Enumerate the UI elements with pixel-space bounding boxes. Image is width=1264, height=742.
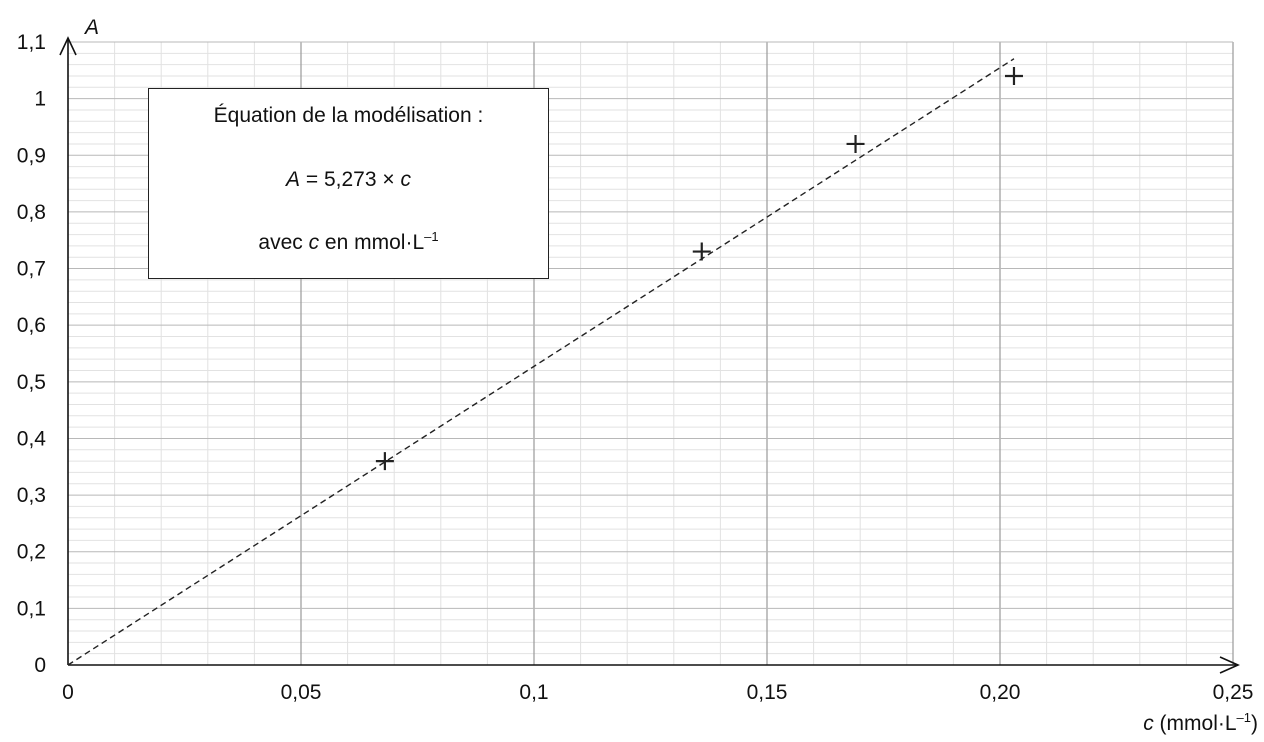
data-points <box>375 66 1023 471</box>
x-axis-label: c (mmol·L–1) <box>1143 710 1258 735</box>
x-tick-label: 0,20 <box>980 681 1021 704</box>
x-axis-label-unit: (mmol·L <box>1160 712 1237 735</box>
x-axis-label-close: ) <box>1251 712 1258 735</box>
fit-line <box>67 58 1015 666</box>
equation-title: Équation de la modélisation : <box>213 104 484 127</box>
fit-line-group <box>67 58 1015 666</box>
y-tick-label: 0,1 <box>17 597 46 620</box>
y-tick-label: 0,2 <box>17 541 46 564</box>
y-axis-arrowhead <box>59 36 77 56</box>
y-axis-label: A <box>83 16 99 39</box>
equation-box: Équation de la modélisation : A = 5,273 … <box>148 88 549 279</box>
axes <box>59 36 1240 674</box>
x-axis-arrowhead <box>1219 656 1240 674</box>
x-axis-label-exp: –1 <box>1237 710 1251 725</box>
x-tick-label: 0,1 <box>519 681 548 704</box>
y-tick-label: 0,9 <box>17 144 46 167</box>
equation-var-c: c <box>400 168 411 191</box>
data-point-marker <box>692 242 711 261</box>
y-tick-label: 0 <box>34 654 46 677</box>
y-tick-label: 0,8 <box>17 201 46 224</box>
x-tick-label: 0 <box>62 681 74 704</box>
y-tick-label: 1,1 <box>17 31 46 54</box>
equation-middle: = 5,273 × <box>300 168 401 191</box>
y-tick-label: 0,7 <box>17 258 46 281</box>
x-tick-label: 0,05 <box>281 681 322 704</box>
y-tick-label: 1 <box>34 88 46 111</box>
unit-note-exp: –1 <box>424 229 439 244</box>
y-tick-label: 0,4 <box>17 427 47 450</box>
x-tick-label: 0,25 <box>1213 681 1254 704</box>
data-point-marker <box>846 134 865 153</box>
y-tick-labels: 0 0,1 0,2 0,3 0,4 0,5 0,6 0,7 0,8 0,9 1 1,1 <box>17 31 47 677</box>
x-tick-labels: 0 0,05 0,1 0,15 0,20 0,25 <box>62 681 1253 704</box>
unit-note-pre: avec <box>258 231 309 254</box>
unit-note-post: en mmol·L <box>319 231 425 254</box>
equation-formula: A = 5,273 × c <box>149 168 548 192</box>
x-axis-label-var: c <box>1143 712 1154 735</box>
y-tick-label: 0,3 <box>17 484 46 507</box>
data-point-marker <box>1004 66 1023 85</box>
y-tick-label: 0,6 <box>17 314 46 337</box>
x-tick-label: 0,15 <box>747 681 788 704</box>
y-tick-label: 0,5 <box>17 371 46 394</box>
equation-unit-note: avec c en mmol·L–1 <box>149 229 548 255</box>
equation-var-a: A <box>286 168 301 191</box>
data-point-marker <box>375 452 394 471</box>
unit-note-var: c <box>308 231 320 254</box>
